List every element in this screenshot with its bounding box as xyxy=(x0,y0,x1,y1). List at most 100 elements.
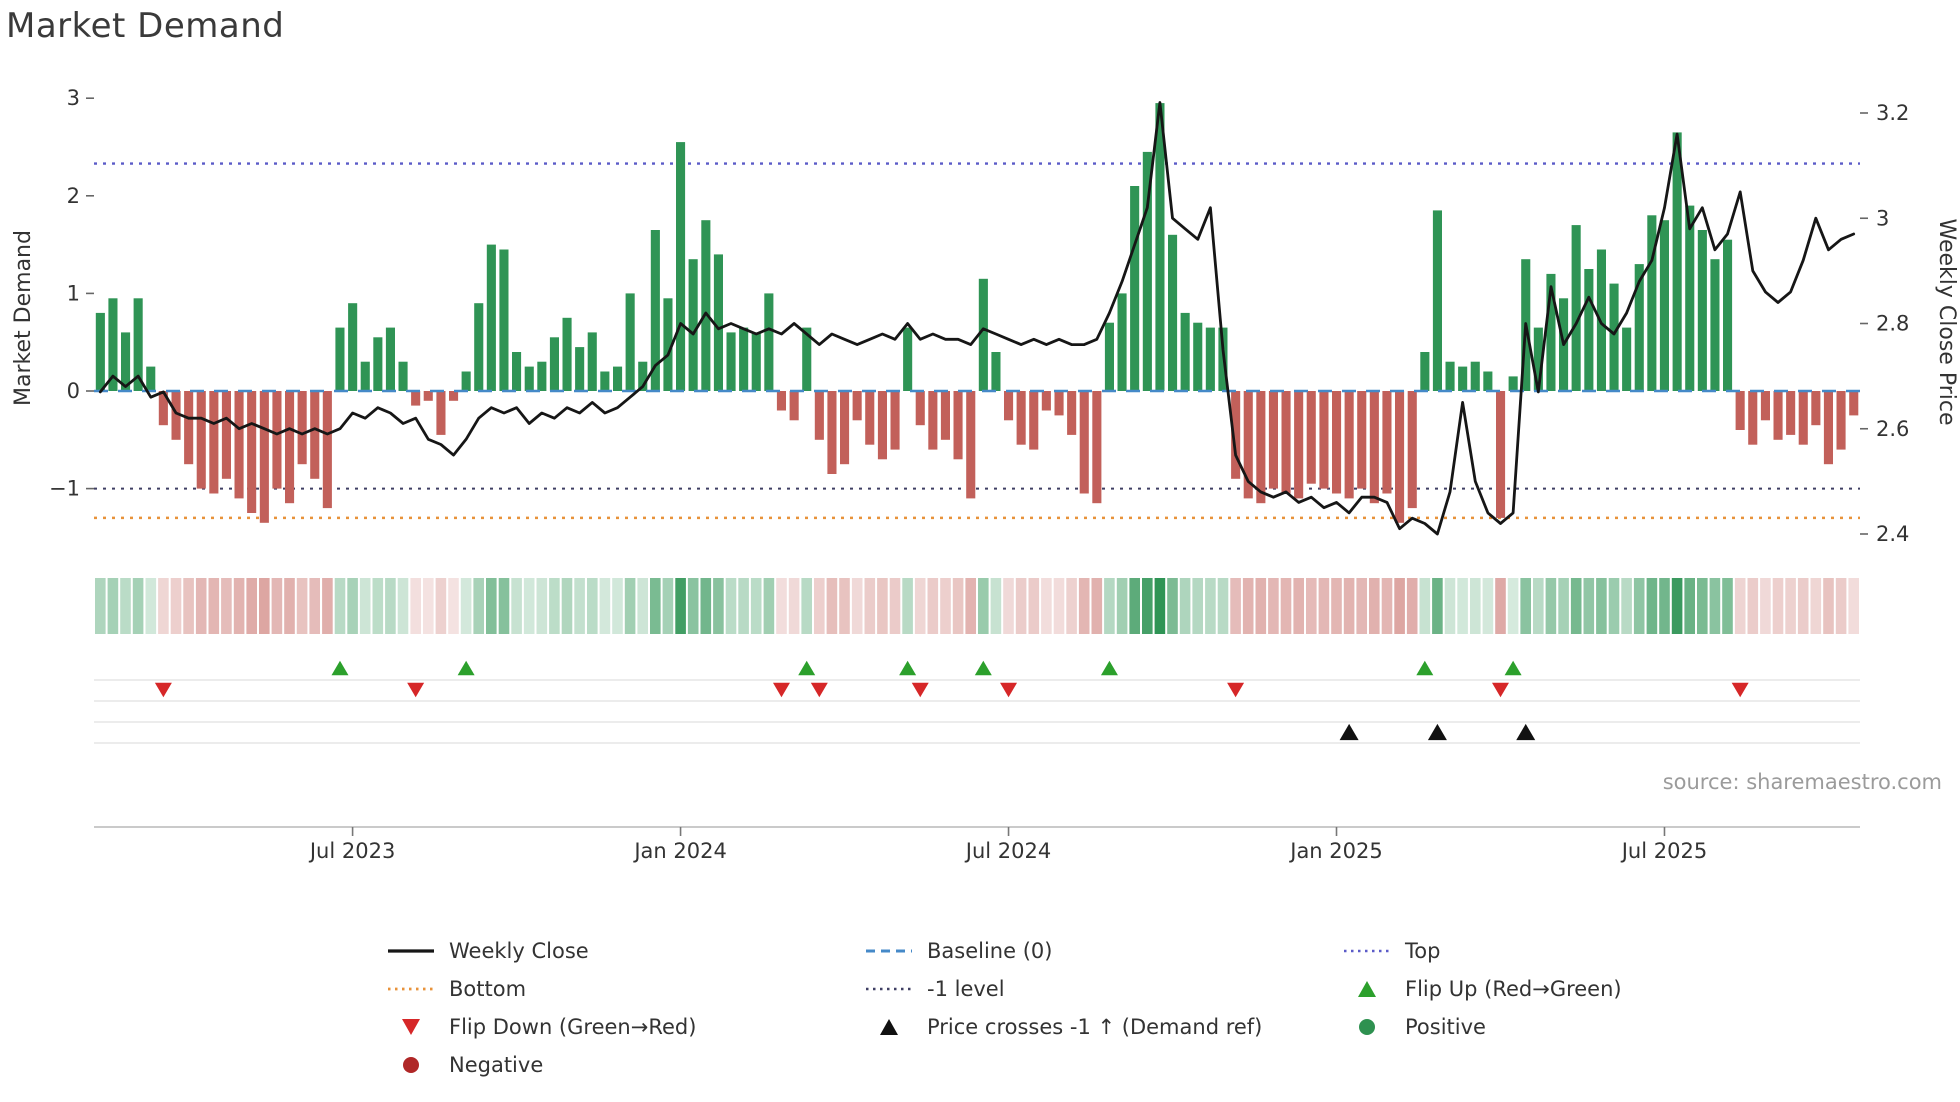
demand-bar-negative xyxy=(1256,391,1266,504)
heatmap-cell xyxy=(132,578,144,634)
heatmap-cell xyxy=(1684,578,1695,634)
demand-bar-negative xyxy=(171,391,181,440)
heatmap-cell xyxy=(687,578,699,634)
flip-down-marker xyxy=(1731,682,1749,698)
demand-bar-negative xyxy=(1496,391,1506,518)
demand-bar-negative xyxy=(915,391,925,426)
demand-bar-negative xyxy=(247,391,257,513)
flip-down-marker xyxy=(810,682,828,698)
demand-bar-positive xyxy=(1710,259,1720,391)
heatmap-cell xyxy=(801,578,812,634)
flip-up-marker xyxy=(457,660,475,676)
demand-bar-positive xyxy=(701,220,711,391)
heatmap-cell xyxy=(864,578,876,634)
heatmap-cell xyxy=(1583,578,1595,634)
heatmap-cell xyxy=(1381,578,1393,634)
left-tick-label: 0 xyxy=(67,379,80,403)
demand-bar-positive xyxy=(1508,376,1518,391)
demand-bar-positive xyxy=(1432,210,1442,391)
demand-bar-negative xyxy=(890,391,900,450)
heatmap-cell xyxy=(1293,578,1304,634)
legend-label-positive: Positive xyxy=(1405,1015,1486,1039)
demand-bar-positive xyxy=(121,332,131,391)
legend-item-flip-down: Flip Down (Green→Red) xyxy=(385,1012,863,1042)
heatmap-cell xyxy=(296,578,308,634)
demand-bar-positive xyxy=(764,293,774,391)
heatmap-cell xyxy=(1797,578,1809,634)
demand-bar-positive xyxy=(1685,205,1695,391)
demand-bar-positive xyxy=(1622,327,1632,391)
heatmap-cell xyxy=(1255,578,1267,634)
demand-bar-positive xyxy=(1584,269,1594,391)
demand-bar-negative xyxy=(1092,391,1102,504)
flip-up-marker xyxy=(1504,660,1522,676)
heatmap-cell xyxy=(814,578,825,634)
heatmap-cell xyxy=(1659,578,1670,634)
heatmap-cell xyxy=(372,578,384,634)
baseline-line-icon xyxy=(866,949,912,953)
heatmap-cell xyxy=(624,578,636,634)
demand-bar-negative xyxy=(1735,391,1745,430)
demand-bar-positive xyxy=(562,317,572,391)
demand-bar-positive xyxy=(676,142,686,391)
legend-item-positive: Positive xyxy=(1341,1012,1819,1042)
demand-bar-negative xyxy=(272,391,282,489)
heatmap-cell xyxy=(1192,578,1203,634)
demand-bar-positive xyxy=(1130,186,1140,391)
flip-down-marker xyxy=(407,682,425,698)
heatmap-cell xyxy=(574,578,585,634)
heatmap-cell xyxy=(183,578,194,634)
heatmap-cell xyxy=(1760,578,1771,634)
demand-bar-negative xyxy=(1306,391,1316,484)
heatmap-cell xyxy=(233,578,245,634)
demand-bar-positive xyxy=(1533,327,1543,391)
legend-label-price-cross: Price crosses -1 ↑ (Demand ref) xyxy=(927,1015,1263,1039)
heatmap-cell xyxy=(1268,578,1279,634)
demand-bar-positive xyxy=(739,327,749,391)
flip-up-marker xyxy=(899,660,917,676)
heatmap-cell xyxy=(927,578,939,634)
heatmap-cell xyxy=(1306,578,1317,634)
heatmap-cell xyxy=(511,578,522,634)
heatmap-cell xyxy=(1722,578,1733,634)
heatmap-cell xyxy=(952,578,964,634)
heatmap-cell xyxy=(561,578,573,634)
demand-bar-positive xyxy=(688,259,698,391)
price-cross-icon xyxy=(880,1019,898,1035)
demand-bar-positive xyxy=(1470,361,1480,391)
demand-bar-negative xyxy=(953,391,963,460)
flip-up-marker xyxy=(331,660,349,676)
heatmap-cell xyxy=(158,578,169,634)
heatmap-cell xyxy=(1015,578,1027,634)
demand-bar-positive xyxy=(1483,371,1493,391)
flip-up-marker xyxy=(1100,660,1118,676)
demand-bar-positive xyxy=(373,337,383,391)
demand-bar-negative xyxy=(1067,391,1077,435)
demand-bar-negative xyxy=(877,391,887,460)
heatmap-cell xyxy=(914,578,926,634)
demand-bar-negative xyxy=(1369,391,1379,504)
demand-bar-positive xyxy=(751,332,761,391)
demand-bar-positive xyxy=(1723,239,1733,391)
heatmap-cell xyxy=(107,578,119,634)
demand-bar-positive xyxy=(1180,312,1190,391)
heatmap-cell xyxy=(536,578,548,634)
heatmap-cell xyxy=(1217,578,1229,634)
left-tick-label: 3 xyxy=(67,86,80,110)
demand-bar-positive xyxy=(587,332,597,391)
demand-bar-positive xyxy=(1546,273,1556,391)
heatmap-cell xyxy=(1482,578,1494,634)
demand-bar-positive xyxy=(903,327,913,391)
legend-label-minus1: -1 level xyxy=(927,977,1005,1001)
demand-bar-negative xyxy=(1079,391,1089,494)
top-line-icon xyxy=(1344,949,1390,953)
demand-bar-negative xyxy=(1344,391,1354,499)
heatmap-cell xyxy=(1596,578,1607,634)
demand-bar-negative xyxy=(196,391,206,489)
demand-bar-positive xyxy=(1697,230,1707,391)
demand-bar-positive xyxy=(512,352,522,391)
demand-bar-positive xyxy=(1205,327,1215,391)
heatmap-cell xyxy=(713,578,724,634)
demand-bar-negative xyxy=(1786,391,1796,435)
heatmap-cell xyxy=(1470,578,1481,634)
